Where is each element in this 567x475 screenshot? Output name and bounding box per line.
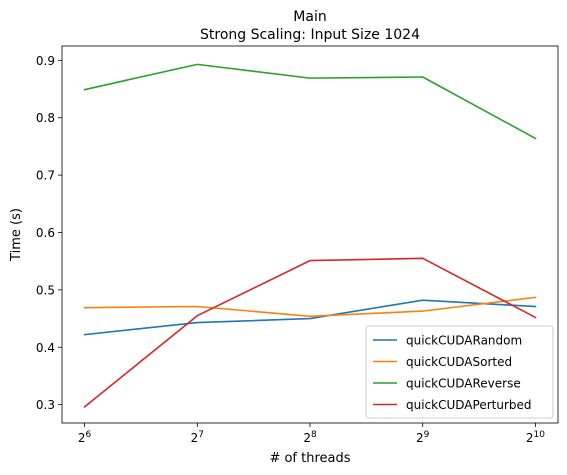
x-tick-label: 26	[78, 430, 92, 445]
y-tick-label: 0.3	[36, 398, 55, 412]
series-layer	[83, 63, 537, 409]
x-tick-base: 2	[78, 431, 86, 445]
legend-box	[365, 325, 554, 419]
x-tick-label: 27	[191, 430, 204, 445]
x-axis-label: # of threads	[269, 451, 350, 466]
x-axis-ticks: 26 27 28 29 210	[78, 423, 545, 445]
x-tick-base: 2	[526, 431, 534, 445]
chart-subtitle: Strong Scaling: Input Size 1024	[200, 27, 420, 43]
plot-frame	[61, 45, 559, 424]
legend-label-0: quickCUDARandom	[406, 334, 522, 348]
x-tick-base: 2	[416, 431, 424, 445]
x-tick-label: 210	[526, 430, 545, 445]
legend-label-1: quickCUDASorted	[406, 355, 512, 369]
legend-label-3: quickCUDAPerturbed	[406, 398, 532, 412]
x-tick-exponent: 9	[424, 430, 430, 440]
x-tick-exponent: 6	[85, 430, 91, 440]
y-tick-label: 0.8	[36, 111, 55, 125]
x-tick-label: 28	[303, 430, 317, 445]
series-line-0	[83, 299, 537, 336]
y-tick-label: 0.9	[36, 54, 55, 68]
x-tick-base: 2	[191, 431, 199, 445]
y-tick-label: 0.6	[36, 226, 55, 240]
y-tick-label: 0.5	[36, 283, 55, 297]
series-line-1	[83, 296, 537, 318]
y-tick-label: 0.4	[36, 341, 55, 355]
x-tick-label: 29	[416, 430, 430, 445]
legend: quickCUDARandom quickCUDASorted quickCUDAR…	[365, 325, 554, 419]
y-axis-label: Time (s)	[9, 208, 24, 262]
y-tick-label: 0.7	[36, 169, 55, 183]
x-tick-exponent: 7	[198, 430, 204, 440]
series-line-2	[83, 63, 537, 140]
legend-label-2: quickCUDAReverse	[406, 377, 521, 391]
x-tick-exponent: 8	[311, 430, 317, 440]
x-tick-base: 2	[303, 431, 311, 445]
chart-title: Main	[293, 9, 326, 25]
x-tick-exponent: 10	[534, 430, 546, 440]
series-line-3	[83, 257, 537, 409]
y-axis-ticks: 0.3 0.4 0.5 0.6 0.7 0.8 0.9	[36, 54, 62, 412]
